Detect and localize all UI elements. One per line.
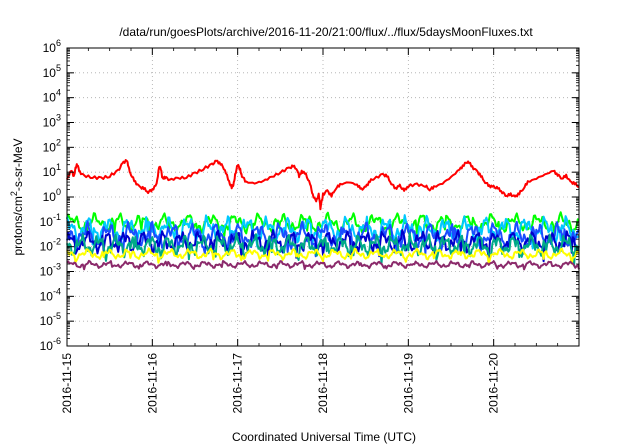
y-tick-label-base: 10 [43, 91, 57, 105]
y-tick-label-exp: -2 [53, 237, 61, 247]
y-axis-label-rest: -s-sr-MeV [11, 138, 25, 191]
y-tick-label: 103 [43, 113, 61, 130]
y-tick-label-exp: -1 [53, 212, 61, 222]
y-tick-label-base: 10 [40, 265, 54, 279]
y-tick-label-exp: -4 [53, 286, 61, 296]
y-tick-label: 102 [43, 137, 61, 154]
x-tick-label: 2016-11-20 [487, 353, 501, 414]
y-tick-label-exp: 2 [56, 137, 61, 147]
y-tick-label-exp: 3 [56, 113, 61, 123]
y-tick-label-exp: 4 [56, 88, 61, 98]
y-tick-label-exp: 6 [56, 38, 61, 48]
y-tick-label: 101 [43, 162, 61, 179]
y-tick-label: 10-5 [40, 311, 61, 328]
y-tick-label-base: 10 [40, 240, 54, 254]
y-tick-label: 10-1 [40, 212, 61, 229]
y-tick-label: 10-3 [40, 262, 61, 279]
chart-title: /data/run/goesPlots/archive/2016-11-20/2… [119, 25, 533, 39]
y-tick-label-exp: 5 [56, 63, 61, 73]
series-line [66, 220, 580, 258]
y-tick-label-base: 10 [40, 215, 54, 229]
x-tick-label: 2016-11-16 [145, 353, 159, 414]
series-line [66, 214, 580, 254]
y-tick-label-exp: 0 [56, 187, 61, 197]
y-tick-label-exp: -5 [53, 311, 61, 321]
y-tick-label: 106 [43, 38, 61, 55]
y-tick-label-base: 10 [40, 339, 54, 353]
y-tick-label-base: 10 [43, 165, 57, 179]
y-axis-label: protons/cm2-s-sr-MeV [9, 138, 25, 255]
x-tick-label: 2016-11-18 [316, 353, 330, 414]
y-tick-label: 100 [43, 187, 61, 204]
series-line [66, 229, 580, 263]
series-group [66, 159, 580, 271]
x-axis: 2016-11-15 2016-11-16 2016-11-17 2016-11-18… [60, 48, 559, 414]
series-line [66, 232, 580, 266]
y-axis: 10610510410310210110010-110-210-310-410-… [40, 38, 579, 353]
series-line [66, 247, 580, 266]
y-tick-label: 10-4 [40, 286, 61, 303]
x-tick-label: 2016-11-15 [60, 353, 74, 414]
y-tick-label-exp: 1 [56, 162, 61, 172]
y-tick-label-base: 10 [43, 116, 57, 130]
y-tick-label: 10-2 [40, 237, 61, 254]
y-tick-label: 105 [43, 63, 61, 80]
x-axis-label: Coordinated Universal Time (UTC) [232, 430, 416, 444]
y-tick-label-base: 10 [40, 289, 54, 303]
y-axis-label-base: protons/cm [11, 196, 25, 255]
y-tick-label-base: 10 [43, 140, 57, 154]
x-tick-label: 2016-11-19 [401, 353, 415, 414]
series-line [66, 259, 580, 271]
series-line [66, 159, 580, 211]
y-tick-label-base: 10 [40, 314, 54, 328]
x-tick-label: 2016-11-17 [231, 353, 245, 414]
y-tick-label-base: 10 [43, 66, 57, 80]
y-axis-label-sup: 2 [9, 191, 19, 196]
y-tick-label-exp: -3 [53, 262, 61, 272]
y-tick-label: 104 [43, 88, 61, 105]
y-tick-label-base: 10 [43, 41, 57, 55]
y-tick-label-base: 10 [43, 190, 57, 204]
y-tick-label: 10-6 [40, 336, 61, 353]
y-tick-label-exp: -6 [53, 336, 61, 346]
